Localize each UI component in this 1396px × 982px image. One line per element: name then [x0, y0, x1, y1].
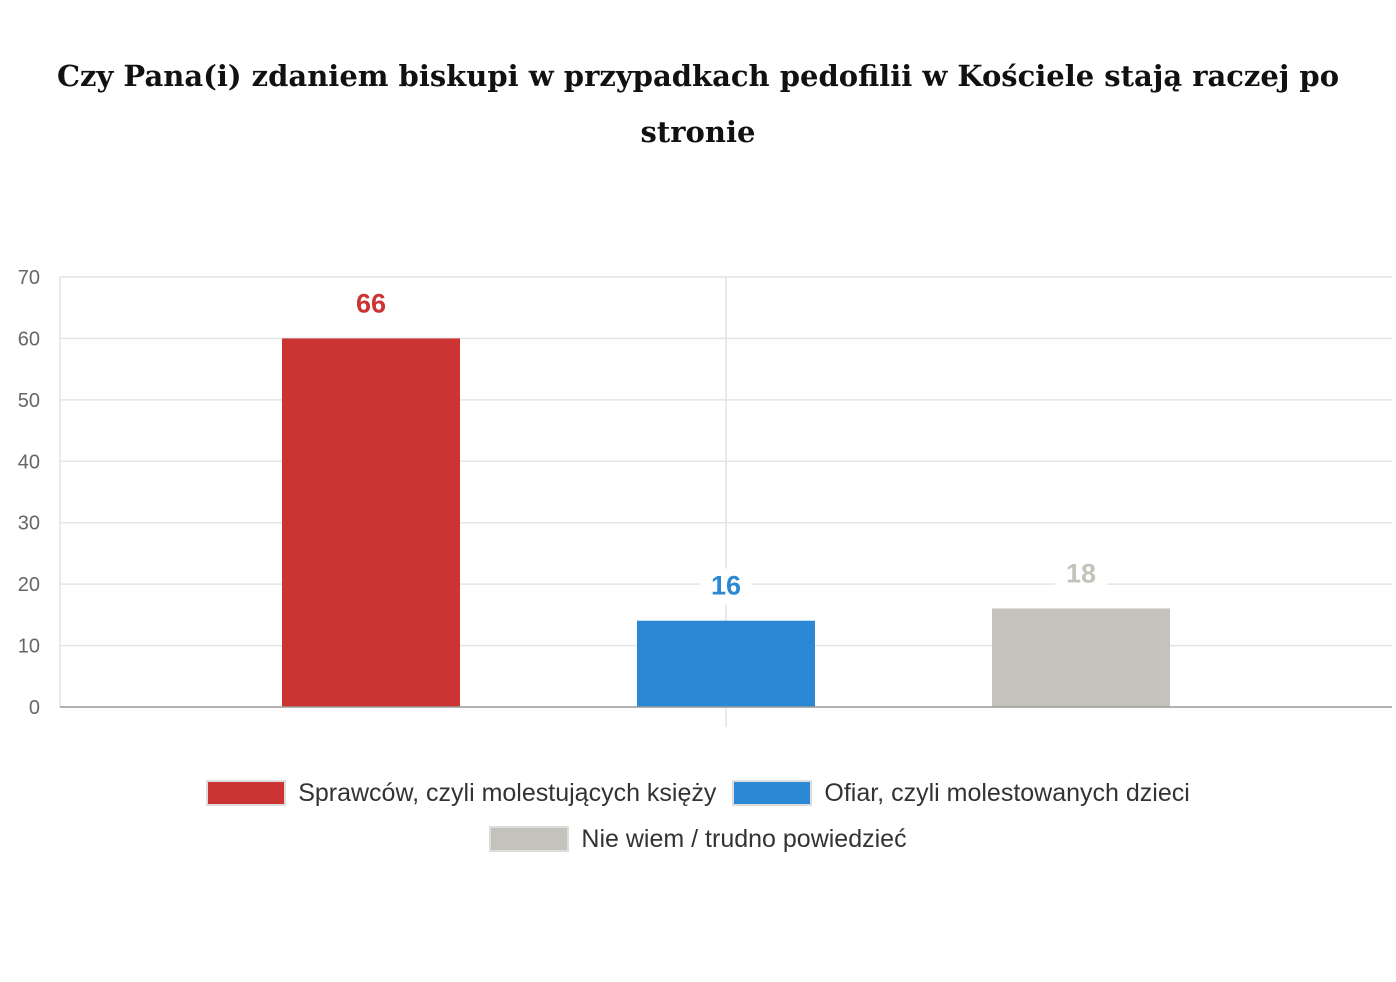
legend-item-perpetrators[interactable]: Sprawców, czyli molestujących księży [206, 779, 716, 808]
legend-swatch-dont-know [489, 826, 570, 852]
y-tick-label-40: 40 [18, 451, 40, 473]
bar-perpetrators [282, 338, 460, 707]
legend-item-dont-know[interactable]: Nie wiem / trudno powiedzieć [489, 824, 907, 854]
y-tick-label-30: 30 [18, 513, 40, 535]
y-tick-label-70: 70 [18, 267, 40, 289]
legend: Sprawców, czyli molestujących księży Ofi… [0, 770, 1396, 862]
legend-swatch-perpetrators [206, 780, 287, 806]
data-label-bg-dont-know [1055, 556, 1107, 593]
legend-row-2: Nie wiem / trudno powiedzieć [0, 816, 1396, 862]
data-label-perpetrators: 66 [356, 288, 386, 318]
bar-victims [637, 620, 815, 707]
y-tick-label-10: 10 [18, 636, 40, 658]
data-label-victims: 16 [711, 571, 741, 601]
y-tick-label-20: 20 [18, 574, 40, 596]
legend-label-dont-know: Nie wiem / trudno powiedzieć [581, 824, 907, 853]
data-label-dont-know: 18 [1066, 558, 1096, 588]
legend-row-1: Sprawców, czyli molestujących księży Ofi… [0, 770, 1396, 816]
bar-dont-know [992, 608, 1170, 707]
y-tick-label-50: 50 [18, 390, 40, 412]
legend-label-perpetrators: Sprawców, czyli molestujących księży [298, 778, 717, 807]
data-label-bg-perpetrators [345, 286, 397, 323]
legend-swatch-victims [732, 780, 813, 806]
y-tick-label-0: 0 [29, 697, 40, 719]
legend-label-victims: Ofiar, czyli molestowanych dzieci [824, 778, 1190, 807]
y-tick-label-60: 60 [18, 328, 40, 350]
data-label-bg-victims [700, 568, 752, 605]
legend-item-victims[interactable]: Ofiar, czyli molestowanych dzieci [732, 778, 1190, 808]
bar-chart: 0 10 20 30 40 50 60 70 66 16 18 [18, 267, 1392, 727]
chart-title: Czy Pana(i) zdaniem biskupi w przypadkac… [56, 59, 1340, 149]
